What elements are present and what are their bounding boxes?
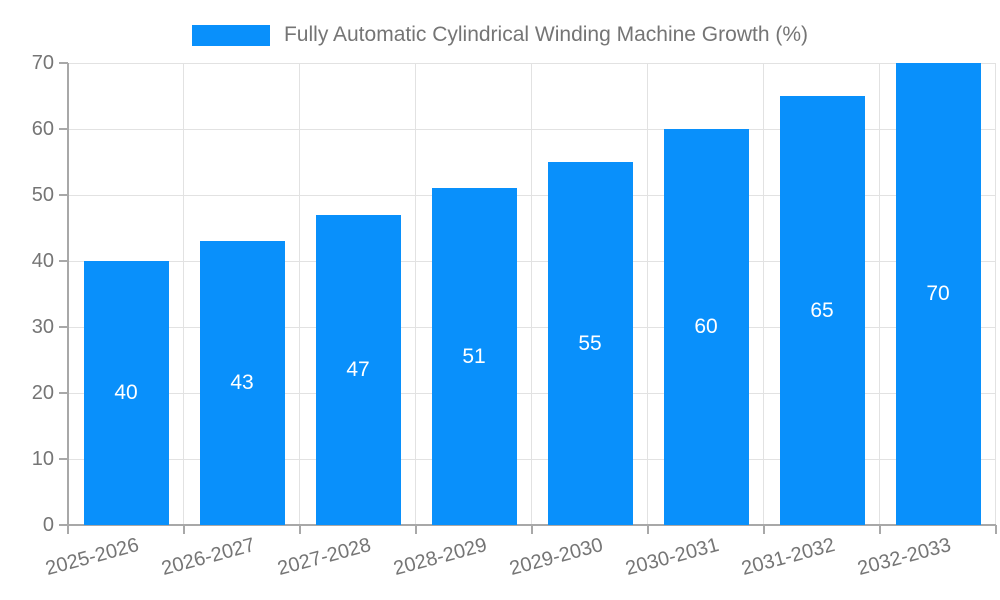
bar-value-label-2025-2026: 40 xyxy=(114,381,138,404)
x-axis-label-2028-2029: 2028-2029 xyxy=(391,534,490,581)
legend-swatch-icon xyxy=(191,24,270,46)
legend[interactable]: Fully Automatic Cylindrical Winding Mach… xyxy=(0,20,1000,50)
y-tick-30 xyxy=(59,326,68,328)
x-axis-label-2027-2028: 2027-2028 xyxy=(275,534,374,581)
x-axis-label-2025-2026: 2025-2026 xyxy=(43,534,142,581)
bar-2026-2027[interactable]: 43 xyxy=(199,241,285,525)
x-tick-7 xyxy=(879,525,881,534)
bar-value-label-2027-2028: 47 xyxy=(346,357,370,381)
x-axis-label-2030-2031: 2030-2031 xyxy=(623,534,722,581)
bar-2030-2031[interactable]: 60 xyxy=(663,129,749,525)
gridline-h-40 xyxy=(68,261,996,262)
x-tick-6 xyxy=(763,525,765,534)
x-axis-label-2029-2030: 2029-2030 xyxy=(507,534,606,581)
y-tick-70 xyxy=(59,62,68,64)
bar-2029-2030[interactable]: 55 xyxy=(547,162,633,525)
gridline-v-4 xyxy=(531,63,532,525)
x-tick-4 xyxy=(531,525,533,534)
y-axis-label-40: 40 xyxy=(31,250,54,272)
gridline-v-6 xyxy=(763,63,764,525)
bar-value-label-2031-2032: 65 xyxy=(810,298,834,322)
x-tick-8 xyxy=(995,525,997,534)
x-tick-5 xyxy=(647,525,649,534)
x-axis-label-2032-2033: 2032-2033 xyxy=(855,534,954,581)
y-tick-0 xyxy=(59,524,68,526)
y-tick-10 xyxy=(59,458,68,460)
gridline-h-20 xyxy=(68,393,996,394)
x-axis-label-2026-2027: 2026-2027 xyxy=(159,534,258,581)
bar-2025-2026[interactable]: 40 xyxy=(83,261,169,525)
x-tick-0 xyxy=(67,525,69,534)
gridline-v-5 xyxy=(647,63,648,525)
gridline-v-1 xyxy=(183,63,184,525)
x-tick-2 xyxy=(299,525,301,534)
bar-value-label-2029-2030: 55 xyxy=(578,331,602,355)
bar-2031-2032[interactable]: 65 xyxy=(779,96,865,525)
y-axis-line xyxy=(67,63,69,525)
bar-value-label-2030-2031: 60 xyxy=(694,315,718,338)
x-axis-line xyxy=(60,524,996,526)
y-axis-label-30: 30 xyxy=(31,316,54,338)
y-axis-label-0: 0 xyxy=(42,514,54,536)
y-tick-20 xyxy=(59,392,68,394)
gridline-v-2 xyxy=(299,63,300,525)
y-tick-40 xyxy=(59,260,68,262)
gridline-v-3 xyxy=(415,63,416,525)
bar-value-label-2028-2029: 51 xyxy=(462,344,486,368)
bar-value-label-2032-2033: 70 xyxy=(926,282,950,305)
legend-label: Fully Automatic Cylindrical Winding Mach… xyxy=(283,23,808,46)
y-tick-50 xyxy=(59,194,68,196)
y-axis-label-50: 50 xyxy=(31,184,54,206)
x-tick-3 xyxy=(415,525,417,534)
y-tick-60 xyxy=(59,128,68,130)
gridline-h-50 xyxy=(68,195,996,196)
gridline-h-70 xyxy=(68,63,996,64)
y-axis-label-20: 20 xyxy=(31,382,54,404)
gridline-h-60 xyxy=(68,129,996,130)
x-axis-label-2031-2032: 2031-2032 xyxy=(739,534,838,581)
y-axis-label-10: 10 xyxy=(31,448,54,470)
gridline-v-7 xyxy=(879,63,880,525)
gridline-h-30 xyxy=(68,327,996,328)
bar-2027-2028[interactable]: 47 xyxy=(315,214,401,525)
y-axis-label-60: 60 xyxy=(31,118,54,140)
bar-2032-2033[interactable]: 70 xyxy=(895,63,981,525)
y-axis-label-70: 70 xyxy=(31,52,54,74)
bar-2028-2029[interactable]: 51 xyxy=(431,188,517,525)
gridline-v-8 xyxy=(995,63,996,525)
x-tick-1 xyxy=(183,525,185,534)
bar-value-label-2026-2027: 43 xyxy=(230,371,254,395)
gridline-h-10 xyxy=(68,459,996,460)
plot-area: 0 10 20 30 40 50 60 70 40 2025-2026 43 2026-2027 47 2… xyxy=(32,52,997,580)
